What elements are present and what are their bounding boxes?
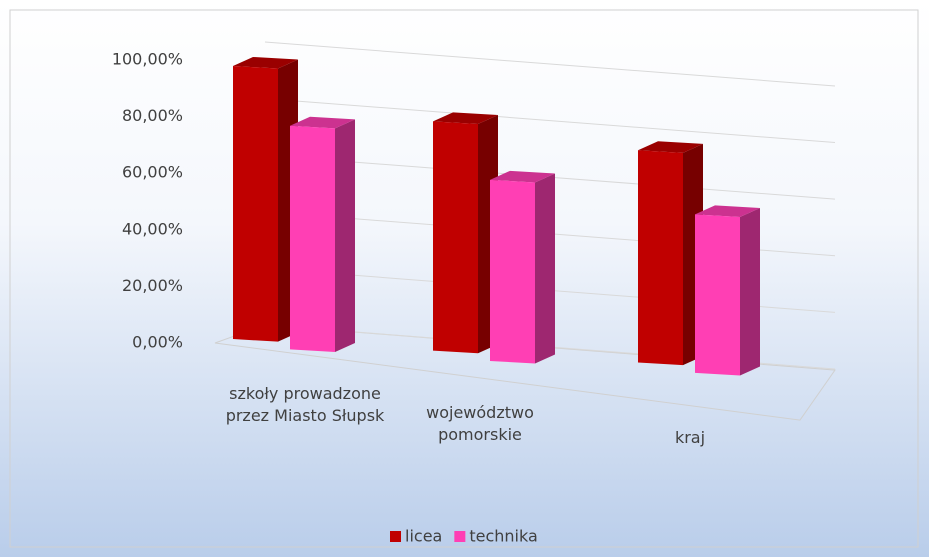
bar-front — [695, 214, 740, 376]
bar-top — [695, 205, 760, 217]
x-tick-label: szkoły prowadzone przez Miasto Słupsk — [225, 384, 385, 425]
bar-top — [233, 56, 298, 69]
bar-top — [433, 112, 498, 125]
bar-side — [535, 173, 555, 364]
bar — [490, 170, 555, 364]
bar-top — [290, 116, 355, 129]
legend-label: technika — [469, 527, 537, 546]
legend-swatch — [390, 531, 401, 542]
x-tick-label: województwo pomorskie — [426, 403, 534, 444]
y-tick-label: 20,00% — [122, 276, 183, 295]
bar-side — [335, 119, 355, 352]
y-tick-label: 0,00% — [132, 333, 183, 352]
bar — [638, 141, 703, 366]
bar-front — [290, 125, 335, 352]
bar-front — [638, 150, 683, 366]
legend-swatch — [454, 531, 466, 542]
grid-line — [264, 98, 836, 144]
bar-front — [490, 179, 535, 364]
bar — [433, 112, 498, 354]
chart-border — [9, 9, 919, 548]
bar-front — [233, 65, 278, 342]
legend-label: licea — [405, 527, 442, 546]
bar — [290, 116, 355, 352]
bar — [695, 205, 760, 376]
y-tick-label: 60,00% — [122, 163, 183, 182]
y-tick-label: 100,00% — [112, 50, 183, 69]
bar — [233, 56, 298, 342]
bar-front — [433, 121, 478, 354]
grid-line — [264, 41, 836, 87]
y-tick-label: 80,00% — [122, 106, 183, 125]
bar-side — [740, 207, 760, 376]
y-tick-label: 40,00% — [122, 219, 183, 238]
bar-top — [490, 170, 555, 183]
bar-top — [638, 141, 703, 153]
x-tick-label: kraj — [674, 428, 706, 447]
